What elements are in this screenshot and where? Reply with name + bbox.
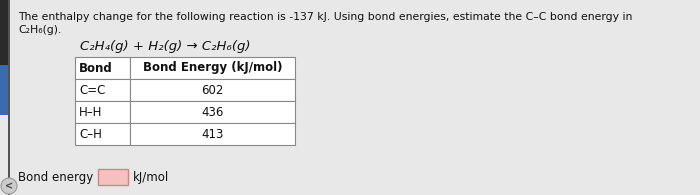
Text: C₂H₄(g) + H₂(g) → C₂H₆(g): C₂H₄(g) + H₂(g) → C₂H₆(g) [80, 40, 251, 53]
Bar [130, 101, 295, 123]
Text: kJ/mol: kJ/mol [133, 170, 169, 183]
Bar [0, 65, 8, 115]
Bar [8, 0, 10, 195]
Text: C=C: C=C [79, 83, 106, 97]
Bar [130, 79, 295, 101]
Bar [0, 0, 8, 65]
Text: Bond: Bond [79, 61, 113, 74]
Circle shape [1, 178, 17, 194]
Text: 436: 436 [202, 105, 224, 119]
Text: Bond energy =: Bond energy = [18, 170, 111, 183]
Text: H–H: H–H [79, 105, 102, 119]
Bar [75, 79, 130, 101]
Text: 413: 413 [202, 128, 224, 141]
Bar [130, 57, 295, 79]
Bar [98, 169, 128, 185]
Text: Bond Energy (kJ/mol): Bond Energy (kJ/mol) [143, 61, 282, 74]
Bar [130, 123, 295, 145]
Text: C–H: C–H [79, 128, 102, 141]
Bar [75, 101, 130, 123]
Bar [75, 57, 130, 79]
Text: C₂H₆(g).: C₂H₆(g). [18, 25, 62, 35]
Text: <: < [5, 181, 13, 191]
Text: The enthalpy change for the following reaction is -137 kJ. Using bond energies, : The enthalpy change for the following re… [18, 12, 632, 22]
Text: 602: 602 [202, 83, 224, 97]
Bar [75, 123, 130, 145]
